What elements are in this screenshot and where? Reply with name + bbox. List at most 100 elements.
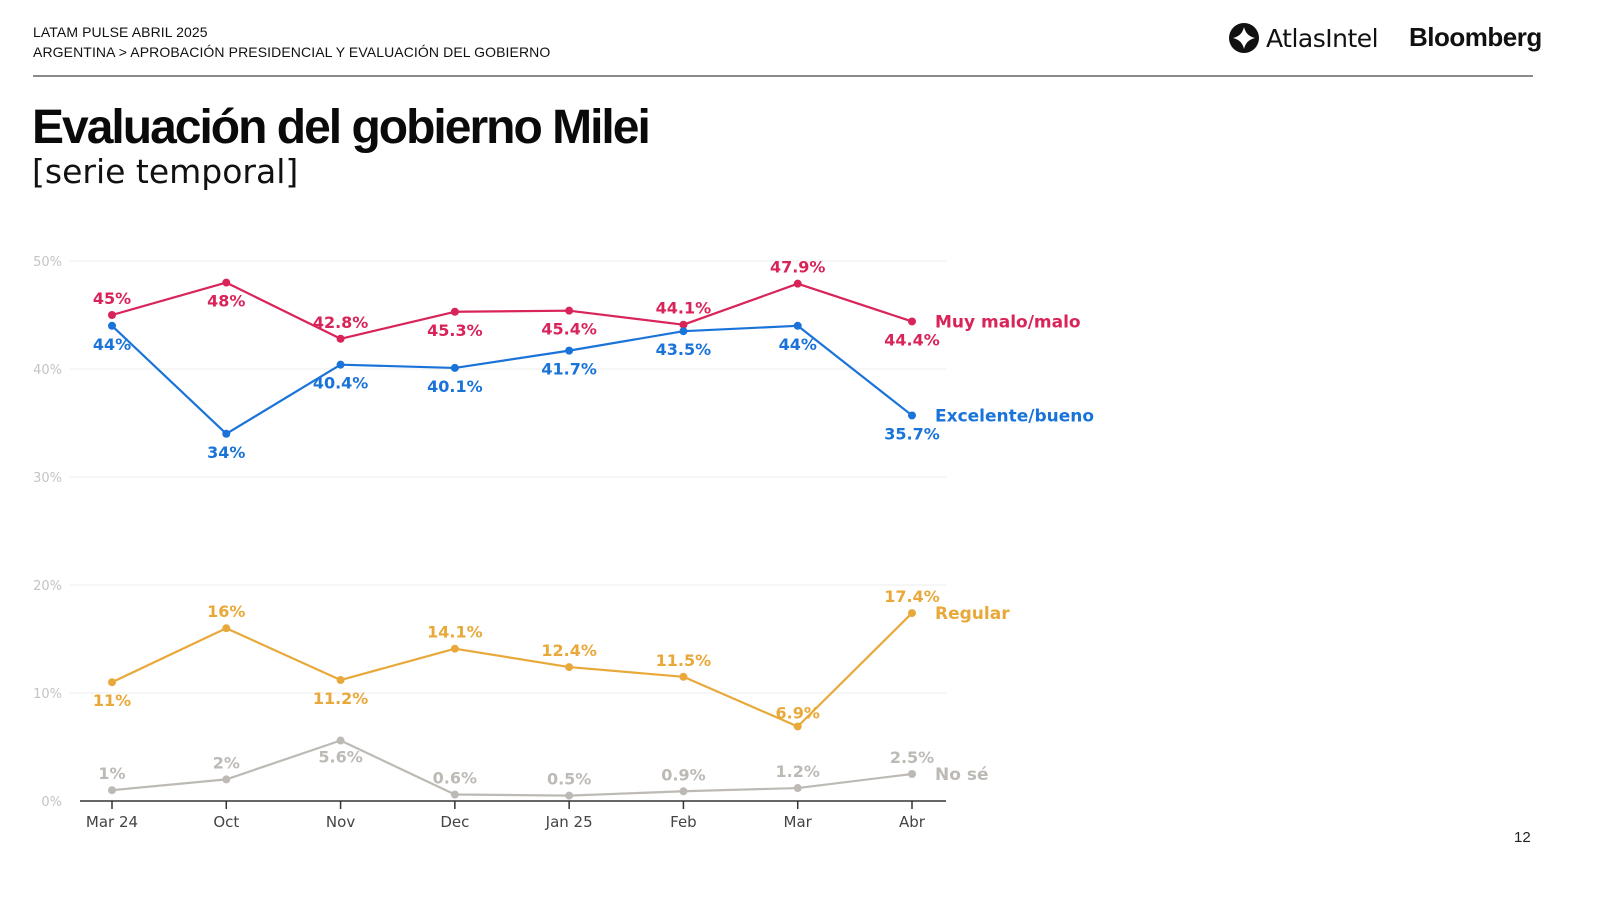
data-label: 0.6%: [433, 769, 477, 788]
data-label: 41.7%: [541, 360, 597, 379]
data-point: [222, 429, 231, 438]
y-tick-label: 0%: [41, 795, 62, 810]
data-label: 6.9%: [776, 703, 820, 722]
data-point: [565, 306, 574, 315]
x-tick-label: Feb: [670, 813, 697, 831]
data-label: 40.4%: [313, 374, 369, 393]
data-point: [450, 307, 459, 316]
x-tick-label: Mar 24: [86, 813, 138, 831]
series-muy-malo-malo: 45% 48% 42.8% 45.3% 45.4% 44.1% 47.9% 44.4%Muy …: [93, 258, 1081, 350]
series-name-label: Muy malo/malo: [935, 312, 1081, 332]
data-label: 45.4%: [541, 320, 597, 339]
atlasintel-logo-icon: [1229, 23, 1259, 53]
data-point: [908, 411, 916, 420]
x-tick-label: Mar: [784, 813, 813, 831]
header-report-name: LATAM PULSE ABRIL 2025: [33, 24, 208, 40]
data-label: 2.5%: [890, 748, 934, 767]
y-tick-label: 50%: [33, 255, 62, 270]
data-label: 14.1%: [427, 623, 483, 642]
series-line: [111, 281, 913, 340]
atlasintel-logo-text: AtlasIntel: [1266, 23, 1379, 53]
header-section-path: ARGENTINA > APROBACIÓN PRESIDENCIAL Y EV…: [33, 44, 551, 60]
data-point: [793, 279, 802, 288]
atlasintel-logo: AtlasIntel: [1228, 22, 1379, 54]
data-label: 45%: [93, 289, 131, 308]
data-point: [793, 722, 802, 731]
data-point: [565, 791, 574, 800]
x-tick-label: Jan 25: [545, 813, 593, 831]
series-excelente-bueno: 44% 34% 40.4% 40.1% 41.7% 43.5% 44% 35.7%Excele…: [93, 321, 1094, 462]
data-label: 1.2%: [776, 762, 820, 781]
x-tick-label: Oct: [213, 813, 239, 831]
y-axis-ticks: 0% 10% 20% 30% 40% 50%: [33, 255, 62, 810]
data-point: [336, 360, 345, 369]
data-label: 40.1%: [427, 377, 483, 396]
data-point: [565, 346, 574, 355]
data-point: [336, 676, 345, 685]
data-label: 17.4%: [884, 587, 940, 606]
series-regular: 11% 16% 11.2% 14.1% 12.4% 11.5% 6.9% 17.4%Regul…: [93, 587, 1010, 731]
data-label: 47.9%: [770, 258, 826, 277]
data-point: [679, 320, 688, 329]
page-subtitle: [serie temporal]: [32, 152, 299, 191]
data-label: 44%: [779, 335, 817, 354]
x-axis: Mar 24 Oct Nov Dec Jan 25 Feb Mar Abr: [80, 800, 946, 831]
header-breadcrumb: LATAM PULSE ABRIL 2025 ARGENTINA > APROB…: [33, 22, 550, 62]
data-point: [222, 775, 231, 784]
y-tick-label: 40%: [33, 363, 62, 378]
series-line: [111, 612, 913, 728]
data-point: [908, 317, 916, 326]
data-point: [108, 678, 116, 687]
data-label: 0.5%: [547, 770, 591, 789]
data-label: 44.1%: [656, 299, 712, 318]
y-tick-label: 20%: [33, 579, 62, 594]
data-label: 1%: [98, 764, 125, 783]
series-name-label: Excelente/bueno: [935, 406, 1094, 426]
data-point: [450, 790, 459, 799]
data-point: [908, 770, 916, 778]
data-label: 45.3%: [427, 321, 483, 340]
data-point: [450, 644, 459, 653]
x-tick-label: Nov: [326, 813, 355, 831]
data-label: 2%: [213, 753, 240, 772]
data-point: [679, 787, 688, 796]
data-label: 5.6%: [318, 748, 362, 767]
page-number: 12: [1514, 829, 1531, 846]
page-title: Evaluación del gobierno Milei: [32, 101, 651, 154]
x-tick-label: Abr: [899, 813, 926, 831]
data-label: 11.5%: [656, 651, 712, 670]
series-no-s-: 1% 2% 5.6% 0.6% 0.5% 0.9% 1.2% 2.5%No sé: [98, 736, 988, 800]
data-point: [565, 663, 574, 672]
y-tick-label: 10%: [33, 687, 62, 702]
data-label: 16%: [207, 602, 245, 621]
series-line: [111, 324, 913, 435]
data-point: [679, 672, 688, 681]
data-point: [336, 736, 345, 745]
chart-gridlines: [70, 260, 946, 694]
data-label: 0.9%: [661, 765, 705, 784]
bloomberg-logo: Bloomberg: [1409, 22, 1542, 52]
data-label: 48%: [207, 292, 245, 311]
header-divider: [33, 75, 1533, 77]
data-point: [222, 278, 231, 287]
data-point: [108, 321, 116, 330]
data-label: 11%: [93, 691, 131, 710]
data-label: 43.5%: [656, 340, 712, 359]
data-point: [336, 334, 345, 343]
data-label: 44.4%: [884, 330, 940, 349]
series-name-label: No sé: [935, 765, 988, 785]
data-label: 35.7%: [884, 424, 940, 443]
x-tick-label: Dec: [440, 813, 469, 831]
series-line: [111, 739, 913, 797]
data-point: [908, 609, 916, 618]
data-label: 12.4%: [541, 641, 597, 660]
data-point: [793, 321, 802, 330]
data-point: [222, 624, 231, 633]
data-point: [793, 784, 802, 793]
data-point: [108, 786, 116, 795]
data-point: [450, 363, 459, 372]
y-tick-label: 30%: [33, 471, 62, 486]
chart-series: 45% 48% 42.8% 45.3% 45.4% 44.1% 47.9% 44.4%Muy …: [93, 258, 1094, 800]
series-name-label: Regular: [935, 604, 1010, 624]
